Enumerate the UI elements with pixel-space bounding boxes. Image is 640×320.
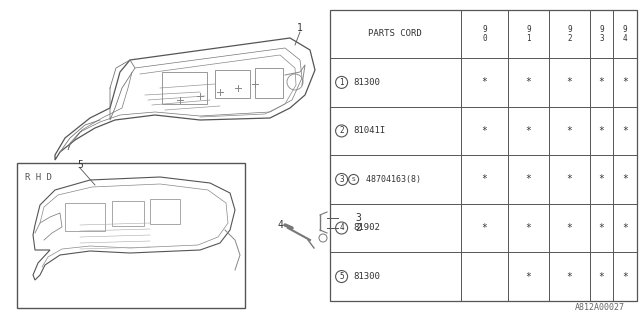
Text: *: * [598,126,605,136]
Text: 81041I: 81041I [354,126,386,135]
Text: 9
1: 9 1 [526,25,531,43]
Text: 81300: 81300 [354,78,380,87]
Text: *: * [566,272,573,282]
Text: *: * [481,77,488,87]
Text: *: * [525,77,532,87]
Text: *: * [481,174,488,184]
Text: A812A00027: A812A00027 [575,303,625,312]
Text: *: * [525,174,532,184]
Text: 3: 3 [339,175,344,184]
Text: *: * [525,126,532,136]
Text: *: * [622,223,628,233]
Text: 4: 4 [339,223,344,233]
Text: *: * [566,126,573,136]
Bar [215,70,250,98]
Text: *: * [598,174,605,184]
Text: *: * [525,223,532,233]
Text: PARTS CORD: PARTS CORD [369,29,422,38]
Bar [162,72,207,104]
Text: *: * [622,77,628,87]
Text: 9
2: 9 2 [567,25,572,43]
Text: *: * [598,223,605,233]
Bar [150,199,180,224]
Text: 1: 1 [297,23,303,33]
Text: S: S [352,177,355,182]
Text: *: * [566,223,573,233]
Text: 2: 2 [355,223,361,233]
Text: 3: 3 [355,213,361,223]
Text: 2: 2 [339,126,344,135]
Text: 9
3: 9 3 [599,25,604,43]
Text: *: * [481,126,488,136]
Text: *: * [622,174,628,184]
Text: *: * [566,174,573,184]
Text: 9
0: 9 0 [482,25,487,43]
Text: *: * [566,77,573,87]
Bar [65,203,105,231]
Text: *: * [598,77,605,87]
Text: 4: 4 [277,220,283,230]
Text: 5: 5 [339,272,344,281]
Text: 1: 1 [339,78,344,87]
Text: 48704163(8): 48704163(8) [360,175,420,184]
Text: 81300: 81300 [354,272,380,281]
Text: R H D: R H D [25,172,52,181]
Text: *: * [598,272,605,282]
Bar [255,68,283,98]
Bar [112,201,144,226]
Text: *: * [622,272,628,282]
Text: 81902: 81902 [354,223,380,233]
Bar [330,10,637,301]
Text: *: * [622,126,628,136]
Bar [17,163,245,308]
Text: *: * [481,223,488,233]
Text: 9
4: 9 4 [623,25,627,43]
Text: *: * [525,272,532,282]
Text: 5: 5 [77,160,83,170]
